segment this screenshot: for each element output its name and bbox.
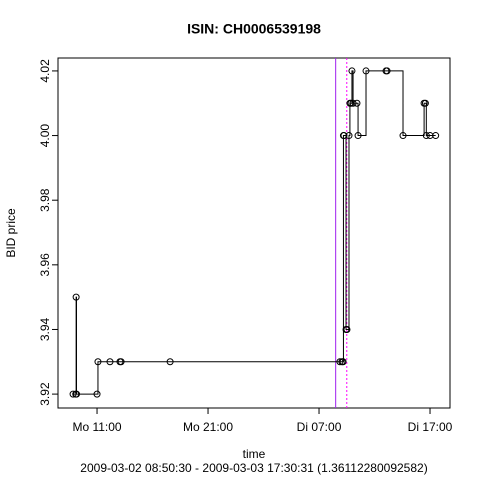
price-line	[73, 70, 436, 395]
y-tick-label: 3.96	[38, 253, 52, 277]
y-tick-label: 3.92	[38, 382, 52, 406]
price-point	[421, 99, 429, 107]
price-point	[72, 293, 80, 301]
price-point	[383, 67, 391, 75]
price-point	[117, 358, 125, 366]
y-tick-label: 3.94	[38, 317, 52, 341]
price-point	[345, 132, 353, 140]
price-point	[94, 358, 102, 366]
price-point	[349, 99, 357, 107]
price-point	[340, 132, 348, 140]
y-axis-label: BID price	[4, 208, 18, 258]
y-tick-label: 4.00	[38, 124, 52, 148]
price-point	[343, 325, 351, 333]
price-point	[348, 67, 356, 75]
x-tick-label: Mo 11:00	[72, 420, 121, 434]
price-point	[362, 67, 370, 75]
y-tick-label: 3.98	[38, 188, 52, 212]
price-point	[166, 358, 174, 366]
y-tick-label: 4.02	[38, 59, 52, 83]
price-point	[339, 358, 347, 366]
price-point	[399, 132, 407, 140]
price-point	[353, 99, 361, 107]
plot-box	[57, 57, 451, 409]
price-point	[432, 132, 440, 140]
price-point	[106, 358, 114, 366]
x-axis-label: time	[243, 447, 266, 461]
price-point	[93, 390, 101, 398]
price-point	[69, 390, 77, 398]
subtitle: 2009-03-02 08:50:30 - 2009-03-03 17:30:3…	[80, 461, 427, 475]
price-point	[72, 390, 80, 398]
x-tick-label: Di 17:00	[408, 420, 453, 434]
price-point	[336, 358, 344, 366]
x-tick-label: Di 07:00	[297, 420, 342, 434]
price-point	[354, 132, 362, 140]
x-tick-label: Mo 21:00	[183, 420, 233, 434]
price-point	[422, 132, 430, 140]
chart-title: ISIN: CH0006539198	[187, 21, 321, 37]
